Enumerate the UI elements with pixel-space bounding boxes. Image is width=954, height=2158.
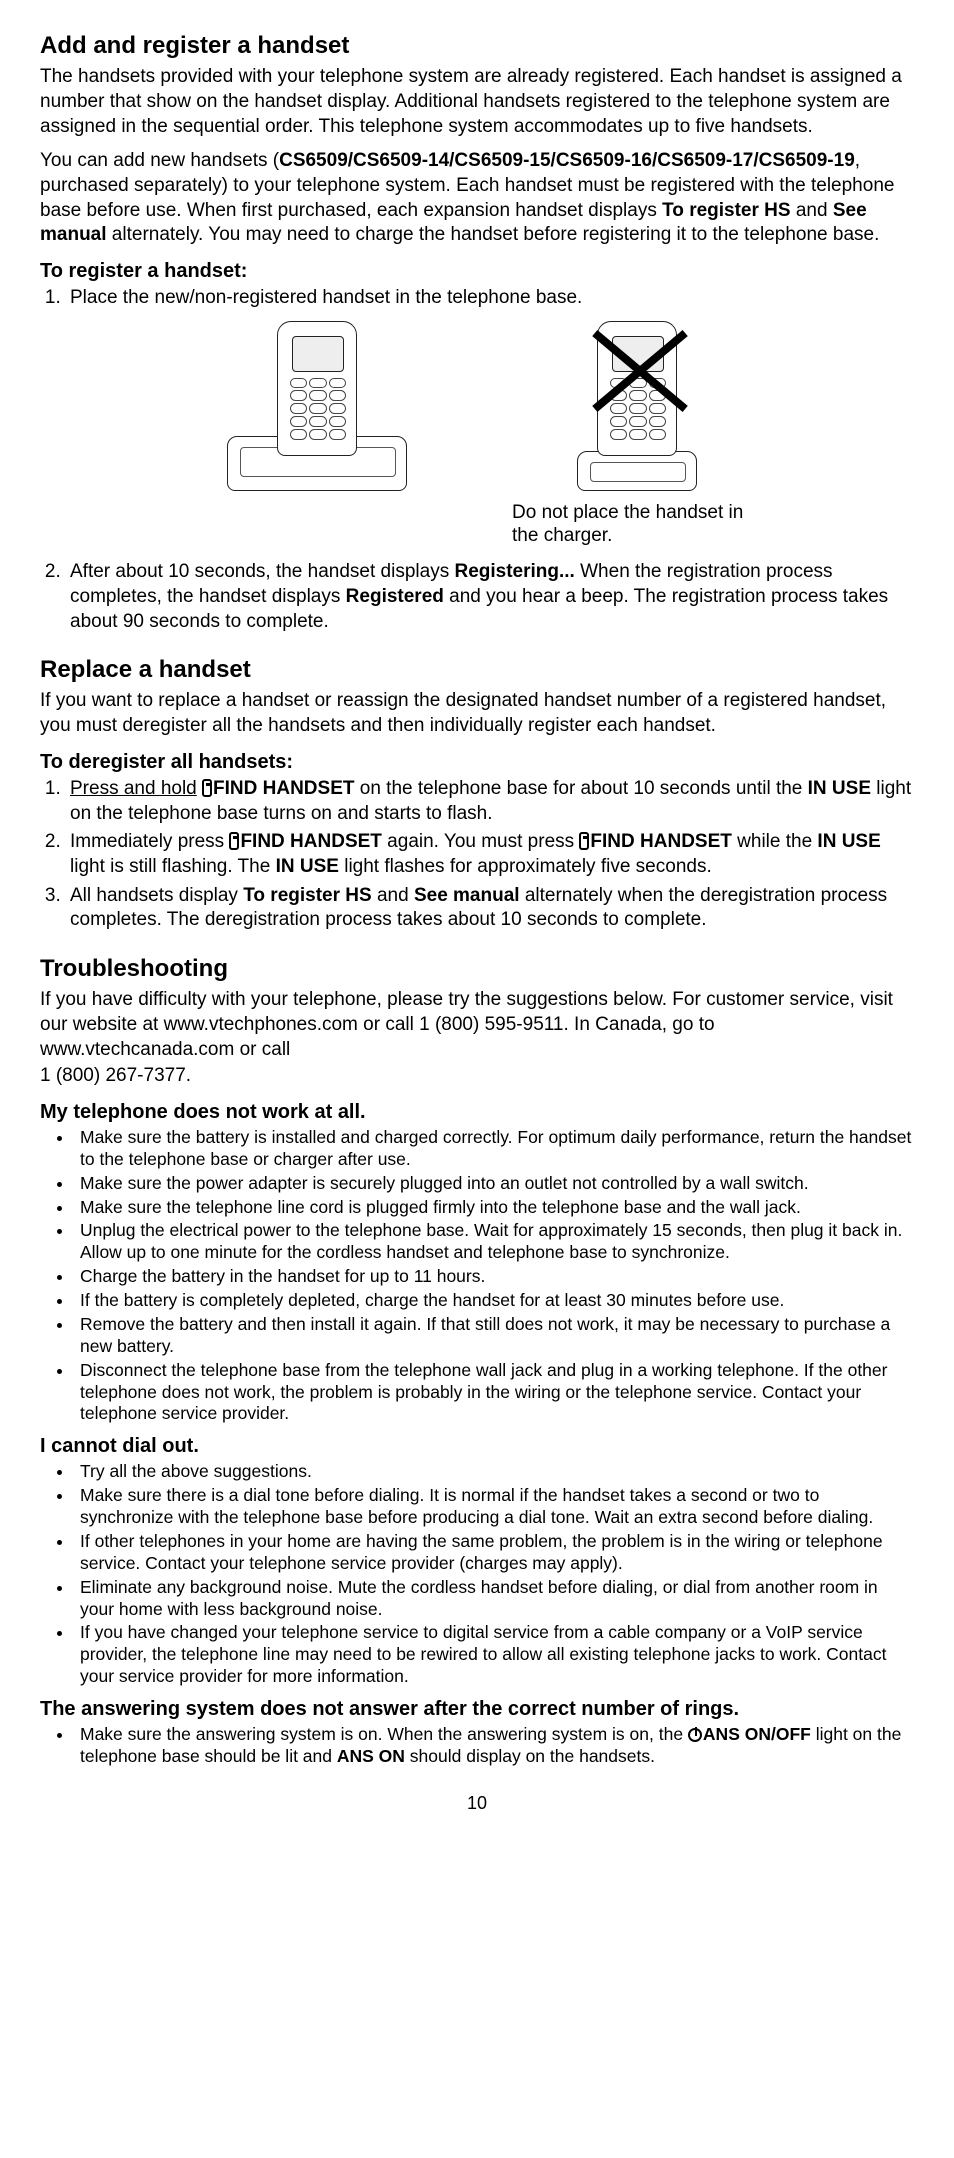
list-item: Try all the above suggestions. [74, 1461, 914, 1483]
register-steps-1: Place the new/non-registered handset in … [40, 286, 914, 311]
para-s1-2: You can add new handsets (CS6509/CS6509-… [40, 149, 914, 248]
list-item: Remove the battery and then install it a… [74, 1314, 914, 1358]
t: ANS ON [337, 1746, 405, 1766]
list-item: If you have changed your telephone servi… [74, 1622, 914, 1688]
deregister-steps: Press and hold FIND HANDSET on the telep… [40, 777, 914, 933]
para-s2-1: If you want to replace a handset or reas… [40, 689, 914, 738]
list-item: Disconnect the telephone base from the t… [74, 1360, 914, 1426]
t: Immediately press [70, 831, 229, 852]
list-not-work: Make sure the battery is installed and c… [40, 1127, 914, 1425]
list-item: Unplug the electrical power to the telep… [74, 1220, 914, 1264]
step-d1: Press and hold FIND HANDSET on the telep… [66, 777, 914, 826]
t: After about 10 seconds, the handset disp… [70, 561, 454, 582]
t: FIND HANDSET [213, 778, 354, 799]
power-icon [688, 1728, 702, 1742]
t: Registered [346, 586, 444, 607]
subhead-deregister: To deregister all handsets: [40, 749, 914, 775]
heading-replace: Replace a handset [40, 654, 914, 685]
step-d3: All handsets display To register HS and … [66, 884, 914, 933]
t: alternately. You may need to charge the … [107, 224, 880, 245]
illustration-incorrect: Do not place the handset in the charger. [512, 321, 762, 549]
register-steps-2: After about 10 seconds, the handset disp… [40, 560, 914, 634]
t: again. You must press [382, 831, 580, 852]
t: IN USE [276, 856, 339, 877]
subhead-answering-system: The answering system does not answer aft… [40, 1696, 914, 1722]
para-s3-2: 1 (800) 267-7377. [40, 1064, 914, 1089]
t: To register HS [243, 885, 371, 906]
list-item: Charge the battery in the handset for up… [74, 1266, 914, 1288]
t: light is still flashing. The [70, 856, 276, 877]
para-s3-1: If you have difficulty with your telepho… [40, 988, 914, 1062]
t: light flashes for approximately five sec… [339, 856, 712, 877]
subhead-not-work: My telephone does not work at all. [40, 1099, 914, 1125]
t: You can add new handsets ( [40, 150, 279, 171]
list-item: Make sure there is a dial tone before di… [74, 1485, 914, 1529]
illustration-row: Do not place the handset in the charger. [40, 321, 914, 549]
t: IN USE [808, 778, 871, 799]
list-item: Make sure the battery is installed and c… [74, 1127, 914, 1171]
subhead-register: To register a handset: [40, 258, 914, 284]
t: FIND HANDSET [590, 831, 731, 852]
t: Press and hold [70, 778, 197, 799]
t: Registering... [454, 561, 574, 582]
phone-in-charger-drawing [537, 321, 737, 491]
illustration-caption: Do not place the handset in the charger. [512, 501, 762, 549]
list-item: Eliminate any background noise. Mute the… [74, 1577, 914, 1621]
t: and [372, 885, 414, 906]
model-numbers: CS6509/CS6509-14/CS6509-15/CS6509-16/CS6… [279, 150, 855, 171]
step-2: After about 10 seconds, the handset disp… [66, 560, 914, 634]
list-cannot-dial: Try all the above suggestions. Make sure… [40, 1461, 914, 1688]
list-answering-system: Make sure the answering system is on. Wh… [40, 1724, 914, 1768]
illustration-correct [192, 321, 442, 549]
page-number: 10 [40, 1792, 914, 1815]
t: All handsets display [70, 885, 243, 906]
t: and [791, 200, 833, 221]
t: ANS ON/OFF [703, 1724, 811, 1744]
heading-troubleshooting: Troubleshooting [40, 953, 914, 984]
t: To register HS [662, 200, 790, 221]
step-d2: Immediately press FIND HANDSET again. Yo… [66, 830, 914, 879]
para-s1-1: The handsets provided with your telephon… [40, 65, 914, 139]
step-1: Place the new/non-registered handset in … [66, 286, 914, 311]
t: FIND HANDSET [240, 831, 381, 852]
phone-in-base-drawing [217, 321, 417, 491]
t: while the [732, 831, 818, 852]
t: should display on the handsets. [405, 1746, 655, 1766]
list-item: If the battery is completely depleted, c… [74, 1290, 914, 1312]
t: See manual [414, 885, 520, 906]
list-item: Make sure the answering system is on. Wh… [74, 1724, 914, 1768]
t: IN USE [817, 831, 880, 852]
handset-icon [202, 779, 212, 797]
handset-icon [579, 832, 589, 850]
list-item: Make sure the power adapter is securely … [74, 1173, 914, 1195]
t: Make sure the answering system is on. Wh… [80, 1724, 688, 1744]
subhead-cannot-dial: I cannot dial out. [40, 1433, 914, 1459]
t: on the telephone base for about 10 secon… [354, 778, 807, 799]
heading-add-register: Add and register a handset [40, 30, 914, 61]
list-item: If other telephones in your home are hav… [74, 1531, 914, 1575]
handset-icon [229, 832, 239, 850]
list-item: Make sure the telephone line cord is plu… [74, 1197, 914, 1219]
